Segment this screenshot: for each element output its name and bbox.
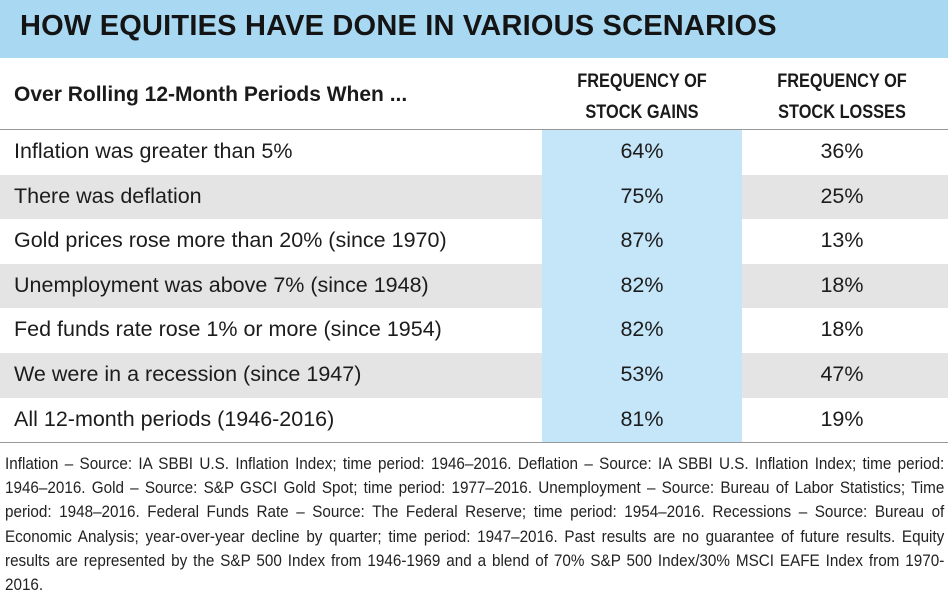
scenario-label: Gold prices rose more than 20% (since 19…	[14, 228, 447, 253]
scenario-label: Fed funds rate rose 1% or more (since 19…	[14, 317, 442, 342]
footnote: Inflation – Source: IA SBBI U.S. Inflati…	[5, 455, 945, 595]
gains-cell-highlight	[542, 353, 742, 398]
table-row: There was deflation 75% 25%	[0, 174, 948, 220]
table-row: Unemployment was above 7% (since 1948) 82…	[0, 263, 948, 309]
table-row: We were in a recession (since 1947) 53% 47…	[0, 353, 948, 398]
gains-value: 81%	[620, 406, 664, 431]
gains-cell-highlight	[542, 174, 742, 220]
scenario-label: All 12-month periods (1946-2016)	[14, 406, 335, 431]
table-bottom-rule	[0, 442, 948, 443]
gains-value: 75%	[620, 183, 664, 208]
scenario-label: Unemployment was above 7% (since 1948)	[14, 272, 429, 297]
losses-header-line1: FREQUENCY OF	[777, 71, 907, 92]
table-row: All 12-month periods (1946-2016) 81% 19%	[0, 398, 948, 443]
scenario-column-header: Over Rolling 12-Month Periods When ...	[14, 83, 408, 106]
losses-header-line2: STOCK LOSSES	[778, 102, 906, 123]
gains-value: 53%	[620, 362, 664, 386]
losses-value: 19%	[820, 406, 864, 431]
losses-value: 36%	[820, 139, 864, 163]
gains-header-line2: STOCK GAINS	[585, 102, 699, 123]
losses-value: 18%	[820, 272, 864, 297]
table-row: Inflation was greater than 5% 64% 36%	[0, 130, 948, 175]
losses-value: 13%	[820, 228, 864, 253]
gains-value: 87%	[620, 228, 664, 253]
page-title: HOW EQUITIES HAVE DONE IN VARIOUS SCENAR…	[20, 10, 777, 42]
table-header: Over Rolling 12-Month Periods When ... F…	[0, 58, 948, 130]
losses-value: 25%	[820, 183, 864, 208]
title-bar: HOW EQUITIES HAVE DONE IN VARIOUS SCENAR…	[0, 0, 948, 58]
scenario-label: We were in a recession (since 1947)	[14, 362, 362, 386]
scenario-label: Inflation was greater than 5%	[14, 139, 293, 163]
losses-value: 18%	[820, 317, 864, 342]
gains-column-header: FREQUENCY OF STOCK GAINS	[556, 66, 728, 128]
table-row: Gold prices rose more than 20% (since 19…	[0, 219, 948, 264]
table-row: Fed funds rate rose 1% or more (since 19…	[0, 308, 948, 353]
gains-cell-highlight	[542, 263, 742, 309]
gains-value: 64%	[620, 139, 664, 163]
gains-value: 82%	[620, 317, 664, 342]
table-top-rule	[0, 129, 948, 130]
scenario-label: There was deflation	[14, 183, 202, 208]
losses-value: 47%	[820, 362, 864, 386]
gains-value: 82%	[620, 272, 664, 297]
losses-column-header: FREQUENCY OF STOCK LOSSES	[756, 66, 928, 128]
gains-header-line1: FREQUENCY OF	[577, 71, 707, 92]
